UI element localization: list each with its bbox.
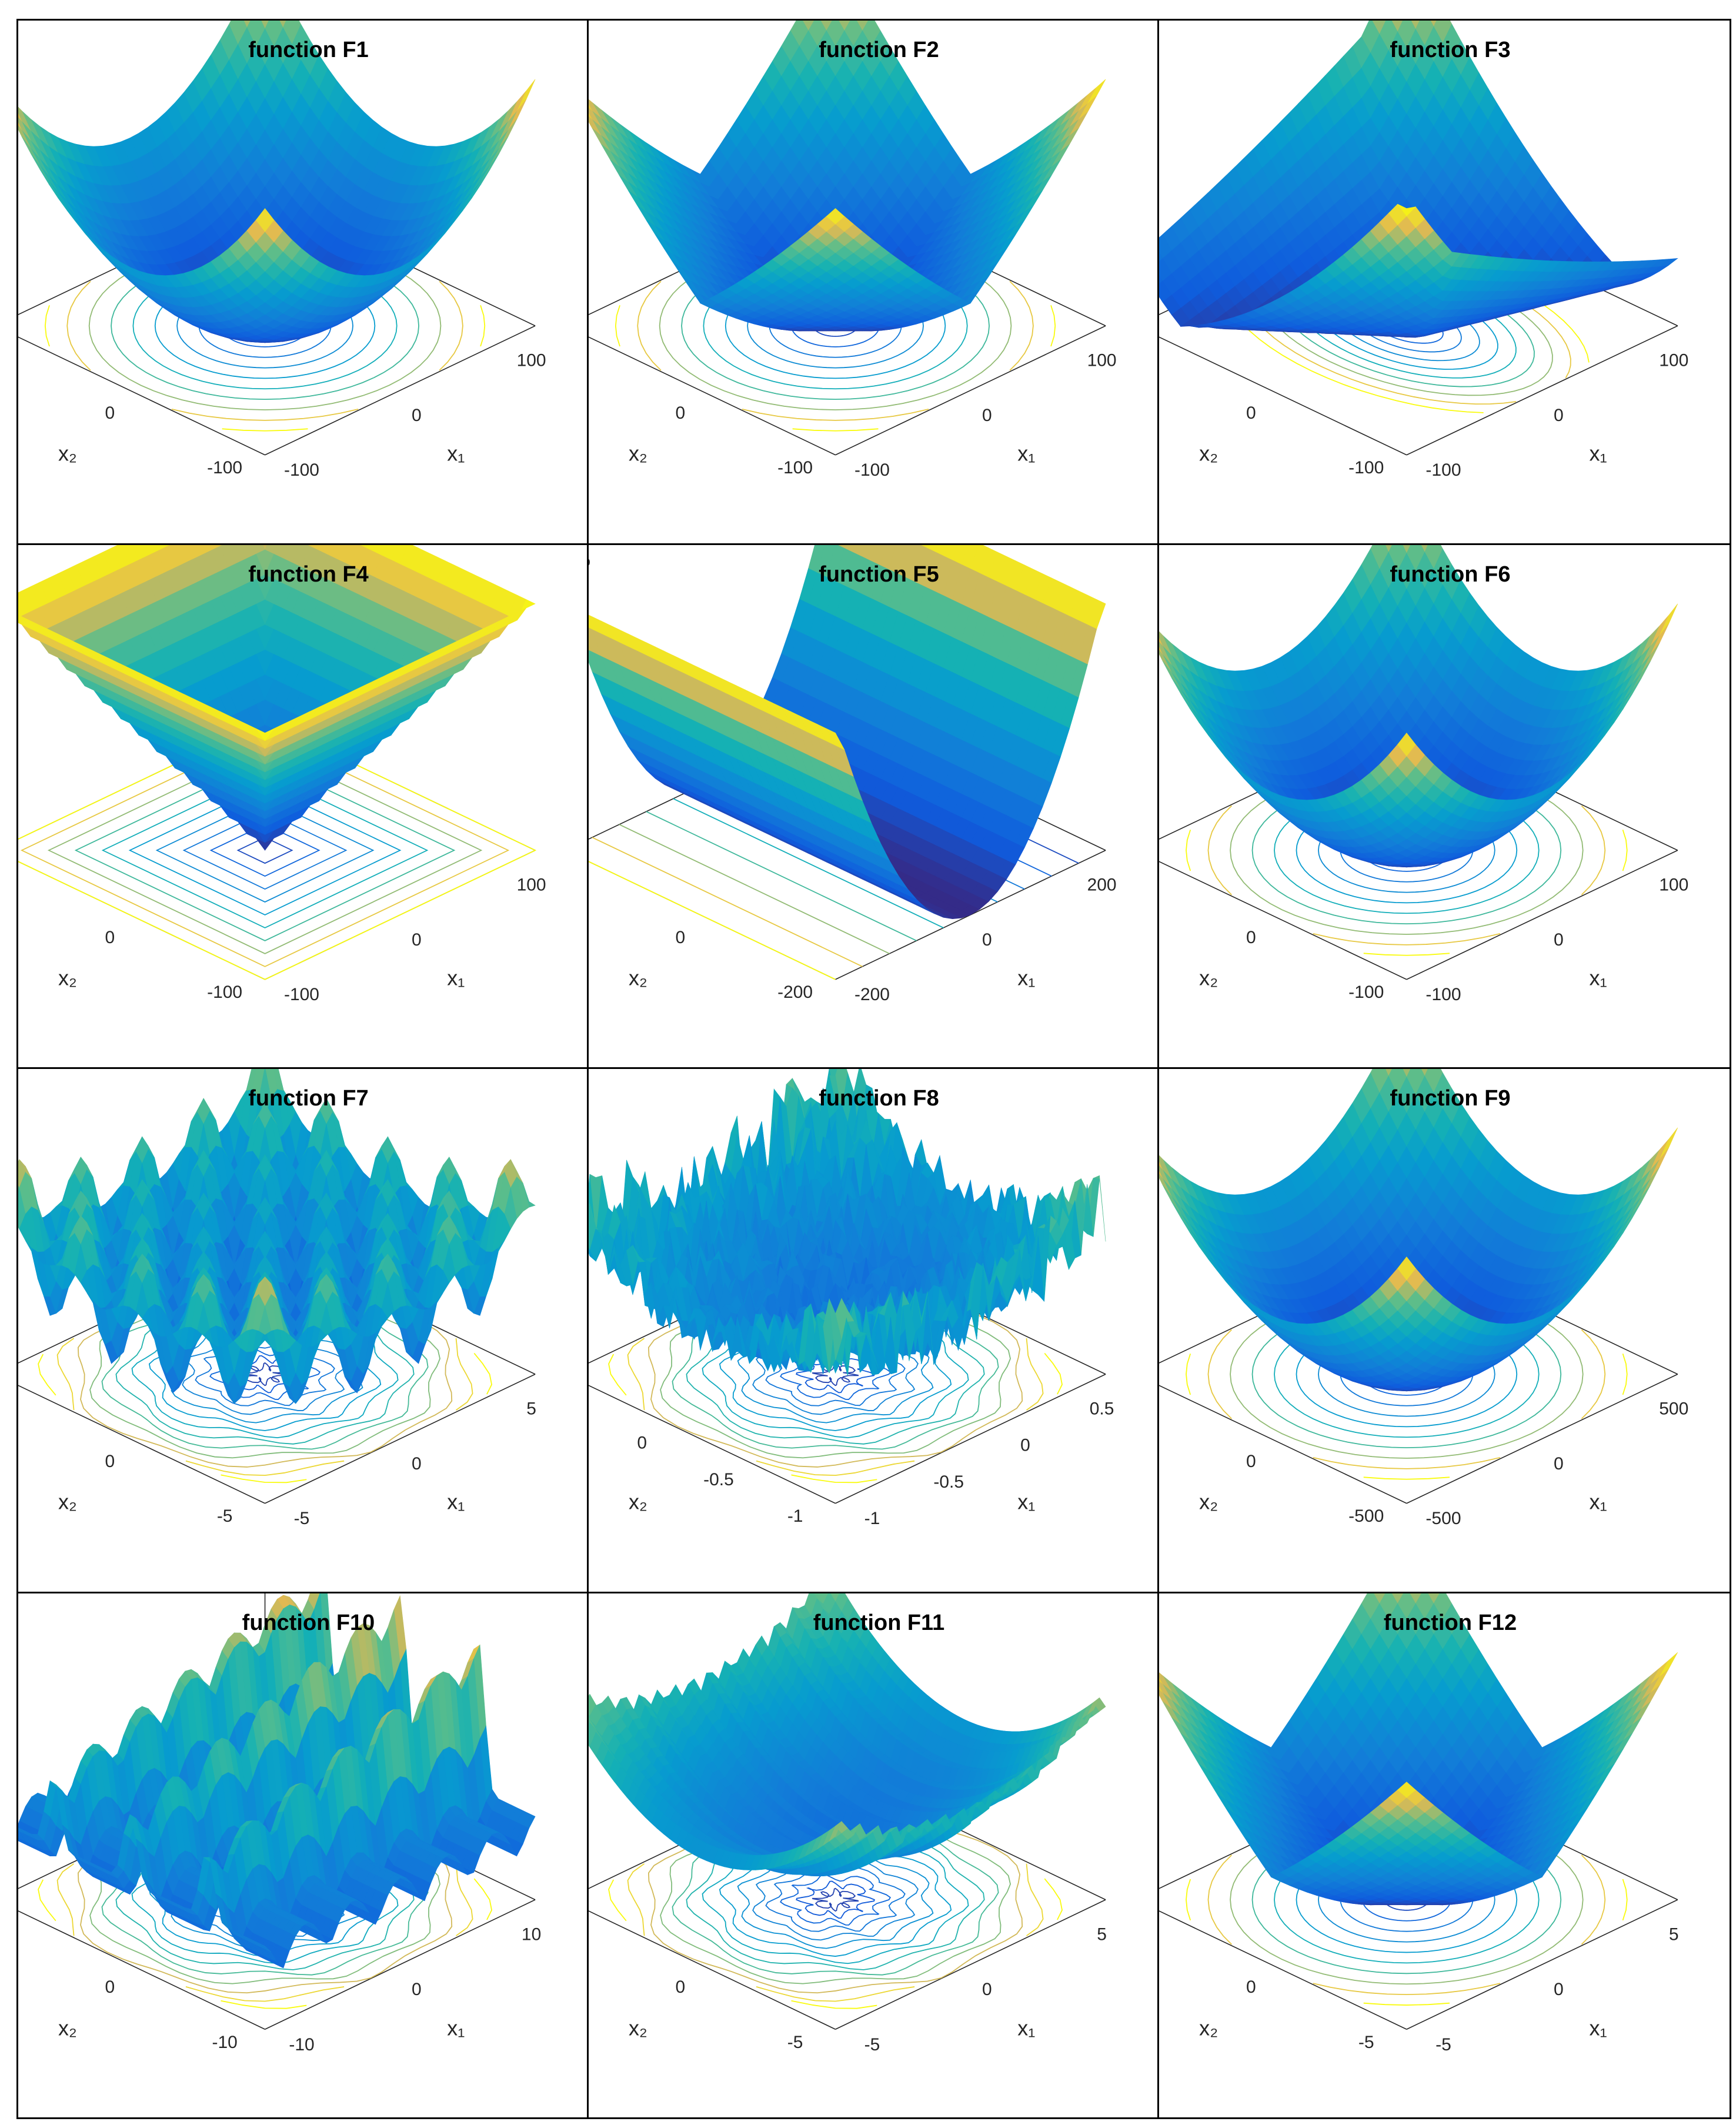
y-tick-label: -100 xyxy=(207,983,242,1002)
x-tick-label: 0 xyxy=(982,930,992,949)
plot-title: function F4 xyxy=(248,562,368,586)
y-axis-label: x₂ xyxy=(1199,442,1218,466)
y-tick-label: -100 xyxy=(777,458,813,477)
surface-patch xyxy=(256,728,275,741)
x-tick-label: -200 xyxy=(854,985,890,1004)
x-tick-label: 0 xyxy=(412,406,422,425)
surface xyxy=(589,544,1106,919)
contour-line xyxy=(673,797,944,928)
contour-line xyxy=(1186,744,1628,956)
surface xyxy=(589,21,1106,332)
contour-line xyxy=(128,784,402,916)
x-tick-label: 100 xyxy=(517,875,546,894)
x-tick-label: 100 xyxy=(1659,351,1688,370)
x-axis-label: x₁ xyxy=(447,965,465,990)
contour-line xyxy=(74,759,456,941)
surface-patch xyxy=(18,607,22,618)
x-tick-label: 100 xyxy=(517,351,546,370)
z-exponent-label: ×10¹⁰ xyxy=(589,556,590,575)
contour-line xyxy=(646,810,917,941)
surface-patch xyxy=(517,79,536,112)
contour-line xyxy=(182,810,348,890)
y-tick-label: -100 xyxy=(207,458,242,477)
contour-line xyxy=(615,220,1056,432)
x-tick-label: 0 xyxy=(1554,406,1564,425)
x-tick-label: -100 xyxy=(284,460,319,480)
contour-line xyxy=(47,746,483,954)
y-tick-label: 0 xyxy=(105,927,115,947)
surface-patch xyxy=(1087,79,1106,104)
surface-patch xyxy=(18,122,22,131)
plot-title: function F2 xyxy=(819,38,939,62)
y-axis-label: x₂ xyxy=(629,965,647,990)
x-tick-label: 0 xyxy=(412,930,422,949)
x-tick-label: 100 xyxy=(1087,351,1117,370)
x-tick-label: 0 xyxy=(982,406,992,425)
x-tick-label: -100 xyxy=(854,460,890,480)
contour-line xyxy=(155,797,375,903)
x-axis-label: x₁ xyxy=(447,442,465,466)
surface-patch xyxy=(1397,203,1417,216)
contour-line xyxy=(66,230,463,421)
contour-line xyxy=(619,823,890,954)
contour-line xyxy=(236,836,293,864)
contour-line xyxy=(592,836,863,967)
y-axis-label: x₂ xyxy=(58,442,77,466)
x-axis-label: x₁ xyxy=(1590,442,1607,466)
y-tick-label: 0 xyxy=(676,927,686,947)
surface xyxy=(18,21,536,343)
plot-title: function F5 xyxy=(819,562,939,586)
y-tick-label: 0 xyxy=(105,403,115,423)
y-tick-label: -100 xyxy=(1348,458,1384,477)
plot-title: function F1 xyxy=(248,38,368,62)
y-tick-label: -200 xyxy=(777,983,813,1002)
x-axis-label: x₁ xyxy=(1017,965,1035,990)
surface-patch xyxy=(589,104,593,112)
x-axis-label: x₁ xyxy=(1017,442,1035,466)
contour-line xyxy=(18,720,537,980)
contour-line xyxy=(101,772,429,928)
surface-patch xyxy=(255,208,275,232)
contour-line xyxy=(20,733,510,967)
surface xyxy=(1159,21,1678,338)
surface xyxy=(1159,544,1678,867)
contour-line xyxy=(44,220,486,432)
x-tick-label: -100 xyxy=(284,985,319,1004)
contour-line xyxy=(637,230,1034,421)
surface xyxy=(18,544,536,851)
y-tick-label: 0 xyxy=(1246,403,1256,423)
plot-title: function F3 xyxy=(1390,38,1510,62)
x-tick-label: 200 xyxy=(1087,875,1117,894)
surface-patch xyxy=(826,208,845,225)
surface-patch xyxy=(589,113,593,120)
contour-line xyxy=(209,823,321,877)
x-tick-label: -100 xyxy=(1425,460,1461,480)
y-axis-label: x₂ xyxy=(58,965,77,990)
y-axis-label: x₂ xyxy=(629,442,647,466)
contour-line xyxy=(1207,754,1606,945)
y-tick-label: 0 xyxy=(676,403,686,423)
surface-patch xyxy=(18,113,22,122)
floor-contours xyxy=(18,720,537,980)
contour-line xyxy=(589,860,836,980)
surface-patch xyxy=(826,728,845,750)
